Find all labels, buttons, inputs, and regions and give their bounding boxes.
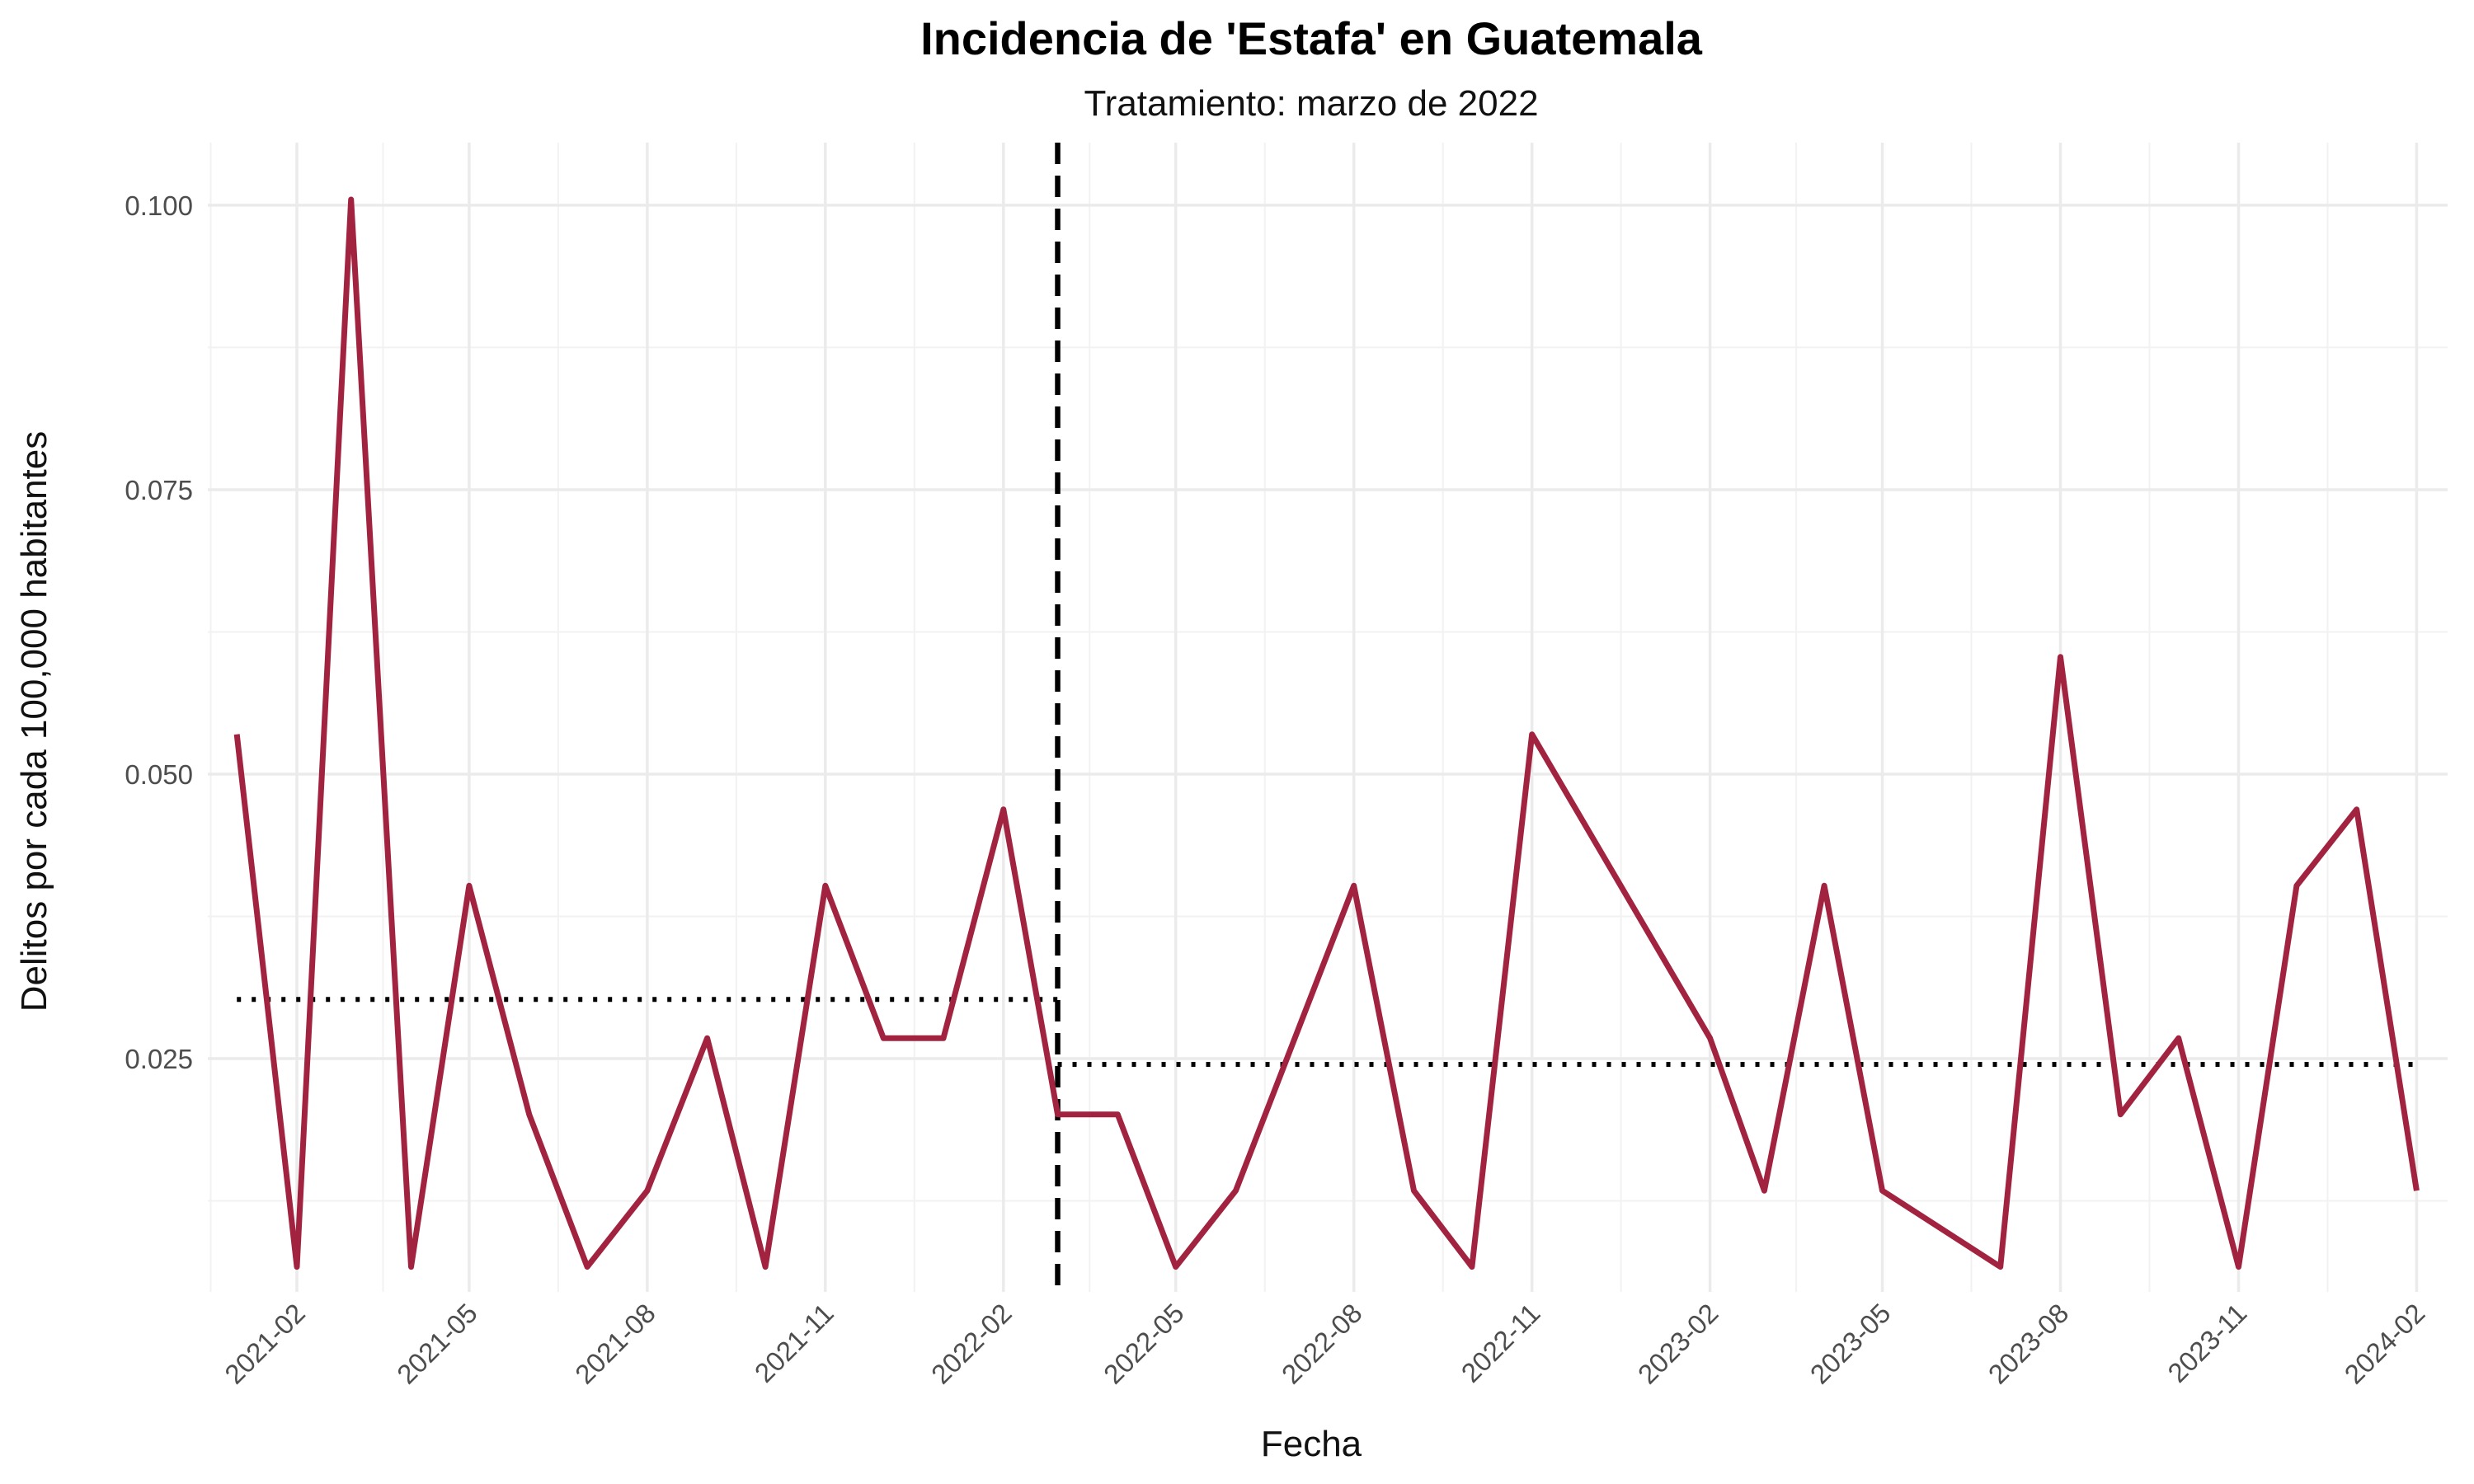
y-tick-label: 0.075 — [125, 475, 193, 505]
x-tick-label: 2023-11 — [2161, 1298, 2252, 1388]
chart-subtitle: Tratamiento: marzo de 2022 — [1084, 83, 1538, 124]
x-tick-label: 2022-02 — [925, 1298, 1018, 1390]
y-axis-title: Delitos por cada 100,000 habitantes — [14, 431, 54, 1012]
y-tick-label: 0.050 — [125, 759, 193, 790]
reference-lines — [237, 143, 2417, 1292]
series-line — [233, 196, 2420, 1270]
x-tick-label: 2022-11 — [1456, 1298, 1546, 1388]
series — [233, 196, 2420, 1270]
x-axis-title: Fecha — [1261, 1424, 1362, 1464]
y-tick-label: 0.100 — [125, 190, 193, 221]
x-tick-label: 2022-05 — [1098, 1298, 1190, 1390]
x-tick-label: 2021-05 — [391, 1298, 483, 1390]
x-axis-ticks: 2021-02 2021-05 2021-08 2021-11 2022-02 2022-… — [219, 1298, 2430, 1390]
x-tick-label: 2021-11 — [749, 1298, 840, 1388]
x-tick-label: 2023-08 — [1982, 1298, 2075, 1390]
x-tick-label: 2023-02 — [1632, 1298, 1724, 1390]
grid — [208, 143, 2448, 1292]
y-tick-label: 0.025 — [125, 1044, 193, 1074]
x-tick-label: 2024-02 — [2339, 1298, 2431, 1390]
y-axis-ticks: 0.100 0.075 0.050 0.025 — [125, 190, 193, 1074]
x-tick-label: 2021-02 — [219, 1298, 311, 1390]
x-tick-label: 2023-05 — [1804, 1298, 1897, 1390]
chart-title: Incidencia de 'Estafa' en Guatemala — [920, 12, 1703, 64]
x-tick-label: 2021-08 — [569, 1298, 661, 1390]
x-tick-label: 2022-08 — [1276, 1298, 1368, 1390]
